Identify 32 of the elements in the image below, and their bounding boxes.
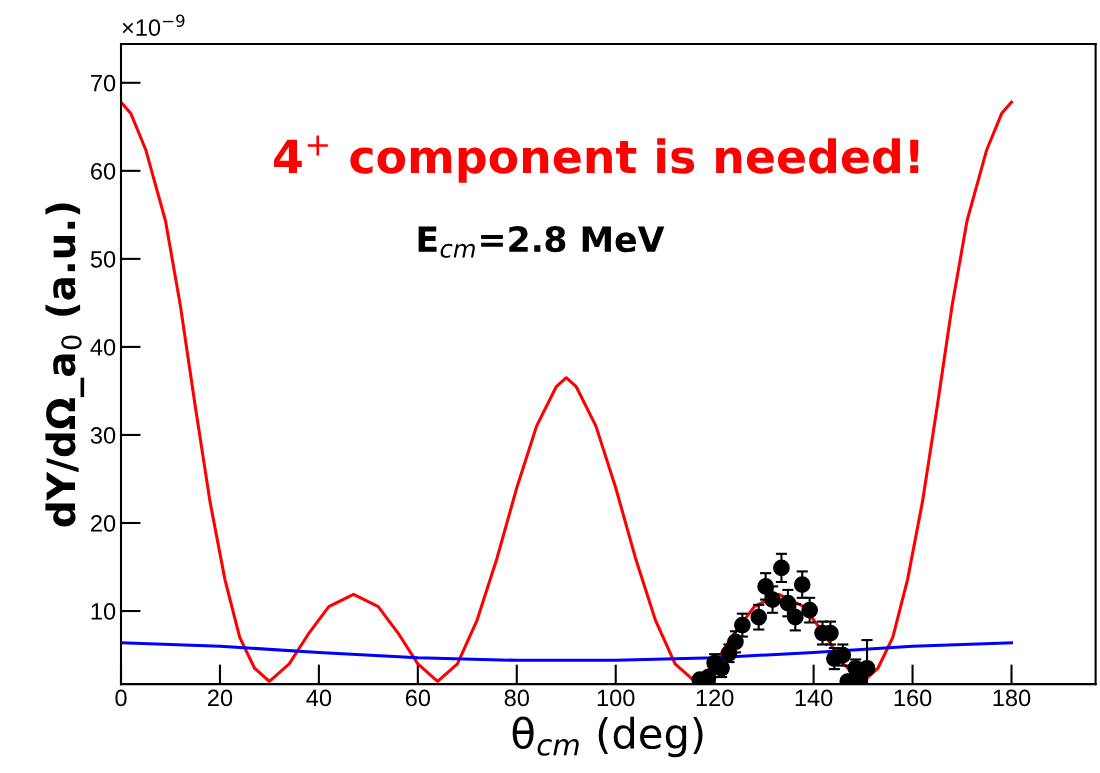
y-tick-label: 50 <box>90 250 116 268</box>
x-tick-label: 0 <box>115 689 127 707</box>
y-tick-label: 30 <box>90 427 116 444</box>
x-tick-label: 60 <box>405 689 431 707</box>
x-tick-label: 80 <box>504 689 529 707</box>
x-tick-label: 40 <box>306 689 332 707</box>
point <box>786 608 804 626</box>
point <box>734 616 751 634</box>
x-tick-label: 20 <box>208 689 233 707</box>
point <box>773 559 790 577</box>
y-tick-label: 70 <box>91 74 116 92</box>
x-tick-label: 100 <box>597 689 635 707</box>
point <box>757 578 774 595</box>
x-tick-label: 180 <box>993 689 1031 707</box>
point <box>793 576 811 593</box>
x-tick-label: 120 <box>696 689 734 707</box>
y-axis-title: dY/dΩ_a$_{0}$ (a.u.) <box>45 203 85 527</box>
annotation: E$_{cm}$=2.8 MeV <box>418 226 665 258</box>
y-tick-label: 20 <box>91 515 116 532</box>
y-tick-label: 40 <box>90 338 116 356</box>
point <box>764 591 781 608</box>
point <box>801 601 818 619</box>
point <box>779 594 797 612</box>
y-tick-label: 10 <box>91 603 116 620</box>
x-tick-label: 160 <box>894 689 932 707</box>
x-tick-label: 140 <box>795 689 833 707</box>
point <box>750 608 768 626</box>
annotation: 4$^{+}$ component is needed! <box>274 135 919 183</box>
text: ×10$^{−9}$ <box>122 14 185 37</box>
y-tick-label: 60 <box>91 162 116 180</box>
x-axis-title: θ$_{cm}$ (deg) <box>512 716 703 758</box>
line-series <box>121 100 1014 683</box>
